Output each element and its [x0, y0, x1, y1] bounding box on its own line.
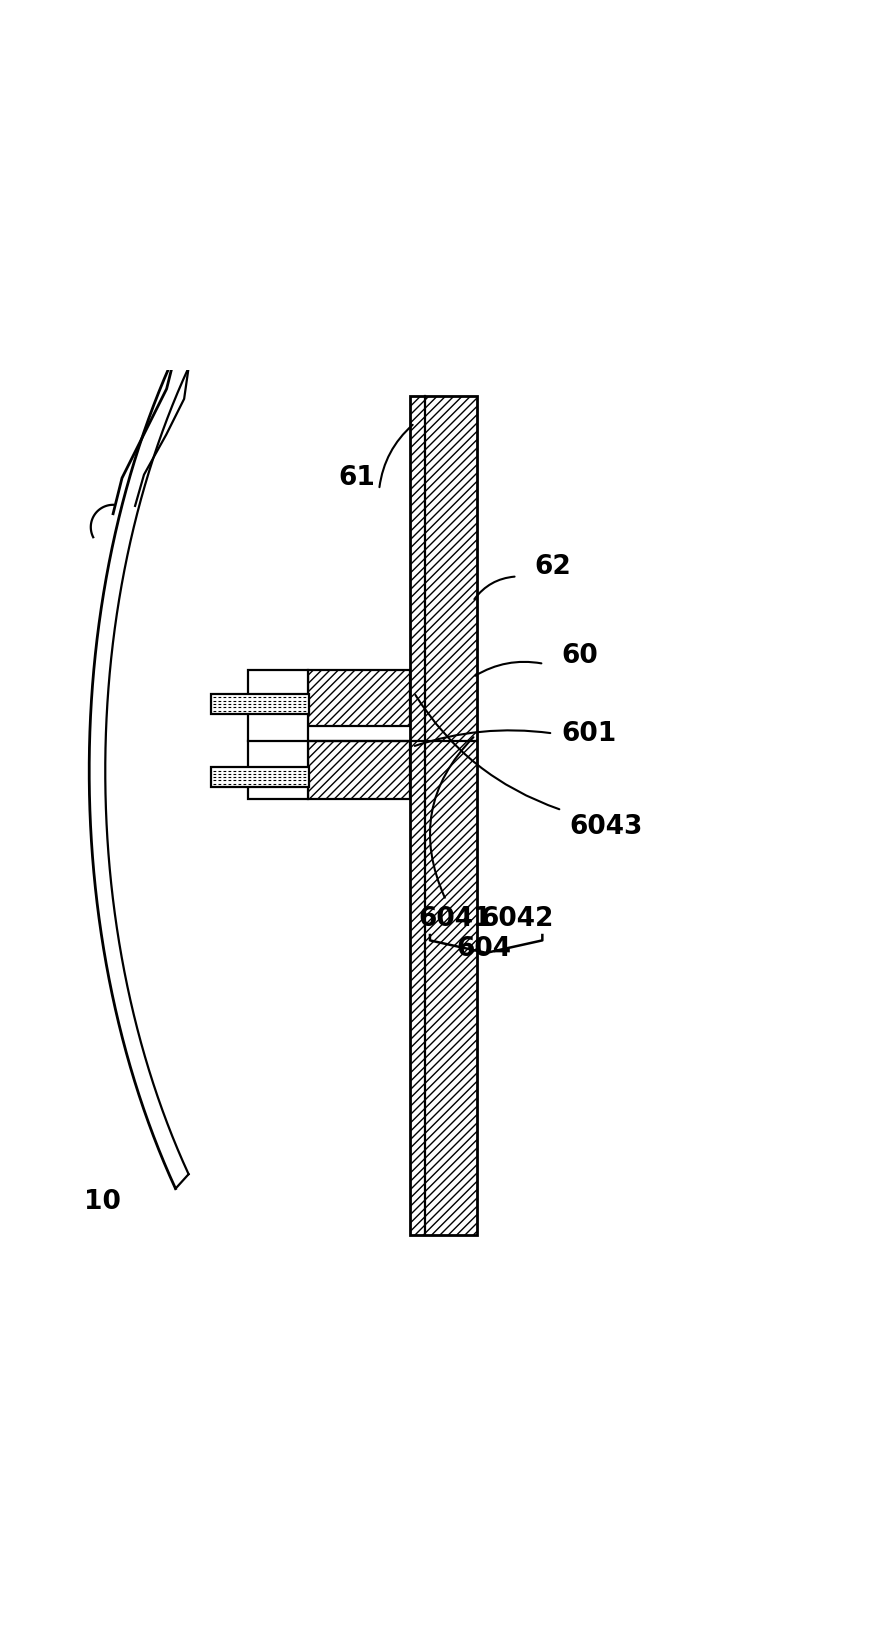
Bar: [211, 695, 309, 715]
Text: 6043: 6043: [570, 814, 643, 840]
Text: 6041: 6041: [418, 906, 491, 932]
Text: 601: 601: [561, 721, 616, 747]
Bar: [211, 769, 309, 788]
Bar: [410, 397, 477, 1235]
Bar: [248, 671, 308, 800]
Text: 10: 10: [84, 1188, 121, 1214]
Text: 60: 60: [561, 643, 599, 669]
Text: 604: 604: [457, 935, 512, 961]
Text: 61: 61: [338, 463, 376, 490]
Bar: [308, 743, 410, 800]
Text: 6042: 6042: [481, 906, 554, 932]
Bar: [308, 671, 410, 726]
Text: 62: 62: [534, 553, 572, 579]
